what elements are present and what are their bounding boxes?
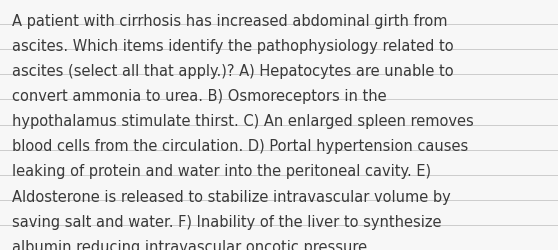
Text: blood cells from the circulation. D) Portal hypertension causes: blood cells from the circulation. D) Por… [12,139,469,154]
Text: leaking of protein and water into the peritoneal cavity. E): leaking of protein and water into the pe… [12,164,431,179]
Text: albumin reducing intravascular oncotic pressure.: albumin reducing intravascular oncotic p… [12,239,372,250]
Text: ascites. Which items identify the pathophysiology related to: ascites. Which items identify the pathop… [12,39,454,54]
Text: convert ammonia to urea. B) Osmoreceptors in the: convert ammonia to urea. B) Osmoreceptor… [12,89,387,104]
Text: Aldosterone is released to stabilize intravascular volume by: Aldosterone is released to stabilize int… [12,189,451,204]
Text: ascites (select all that apply.)? A) Hepatocytes are unable to: ascites (select all that apply.)? A) Hep… [12,64,454,79]
Text: saving salt and water. F) Inability of the liver to synthesize: saving salt and water. F) Inability of t… [12,214,442,229]
Text: A patient with cirrhosis has increased abdominal girth from: A patient with cirrhosis has increased a… [12,14,448,29]
Text: hypothalamus stimulate thirst. C) An enlarged spleen removes: hypothalamus stimulate thirst. C) An enl… [12,114,474,129]
